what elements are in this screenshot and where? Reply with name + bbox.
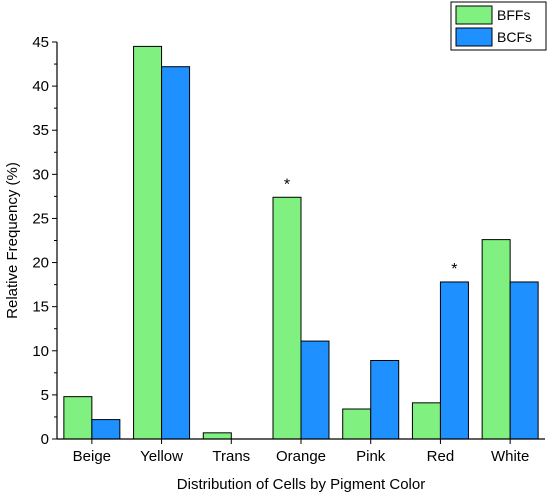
y-tick-label: 30 (32, 166, 49, 183)
significance-marker-red: * (451, 261, 457, 278)
y-tick-label: 20 (32, 255, 49, 272)
x-tick-label-red: Red (427, 448, 455, 465)
bar-bffs-pink (342, 408, 372, 440)
y-tick-label: 15 (32, 299, 49, 316)
bar-bcfs-red (439, 281, 469, 440)
y-tick-label: 45 (32, 34, 49, 51)
x-tick-label-white: White (491, 448, 529, 465)
bar-bcfs-white (509, 281, 539, 440)
bar-bffs-trans (202, 432, 232, 440)
x-tick-label-orange: Orange (276, 448, 326, 465)
bar-bffs-orange (272, 196, 302, 440)
y-tick-label: 5 (41, 387, 49, 404)
y-tick-label: 35 (32, 122, 49, 139)
legend-swatch-bcfs (455, 27, 493, 47)
bar-bffs-white (481, 239, 511, 440)
y-tick-label: 25 (32, 210, 49, 227)
bar-bffs-beige (63, 396, 93, 440)
y-tick-label: 0 (41, 431, 49, 448)
legend-swatch-bffs (455, 5, 493, 25)
x-tick-label-beige: Beige (73, 448, 111, 465)
bar-bcfs-beige (91, 419, 121, 440)
legend-label-bffs: BFFs (497, 7, 530, 23)
y-axis-title: Relative Frequency (%) (4, 162, 21, 319)
significance-marker-orange: * (284, 176, 290, 193)
x-axis-title: Distribution of Cells by Pigment Color (177, 476, 425, 493)
x-tick-label-pink: Pink (356, 448, 386, 465)
bar-bffs-red (411, 402, 441, 440)
axes-layer: 0 5 10 15 20 25 30 35 40 45 Beige Yellow Trans Orange… (32, 34, 545, 465)
bar-bcfs-orange (300, 340, 330, 440)
x-tick-label-yellow: Yellow (140, 448, 183, 465)
bar-bffs-yellow (133, 45, 163, 440)
x-tick-label-trans: Trans (212, 448, 250, 465)
y-tick-label: 10 (32, 343, 49, 360)
bar-bcfs-pink (370, 359, 400, 440)
y-tick-label: 40 (32, 78, 49, 95)
legend-label-bcfs: BCFs (497, 29, 532, 45)
legend: BFFs BCFs (450, 1, 547, 51)
bars-layer (63, 45, 539, 440)
bar-bcfs-yellow (161, 66, 191, 440)
labels-layer: Distribution of Cells by Pigment Color R… (4, 162, 458, 493)
